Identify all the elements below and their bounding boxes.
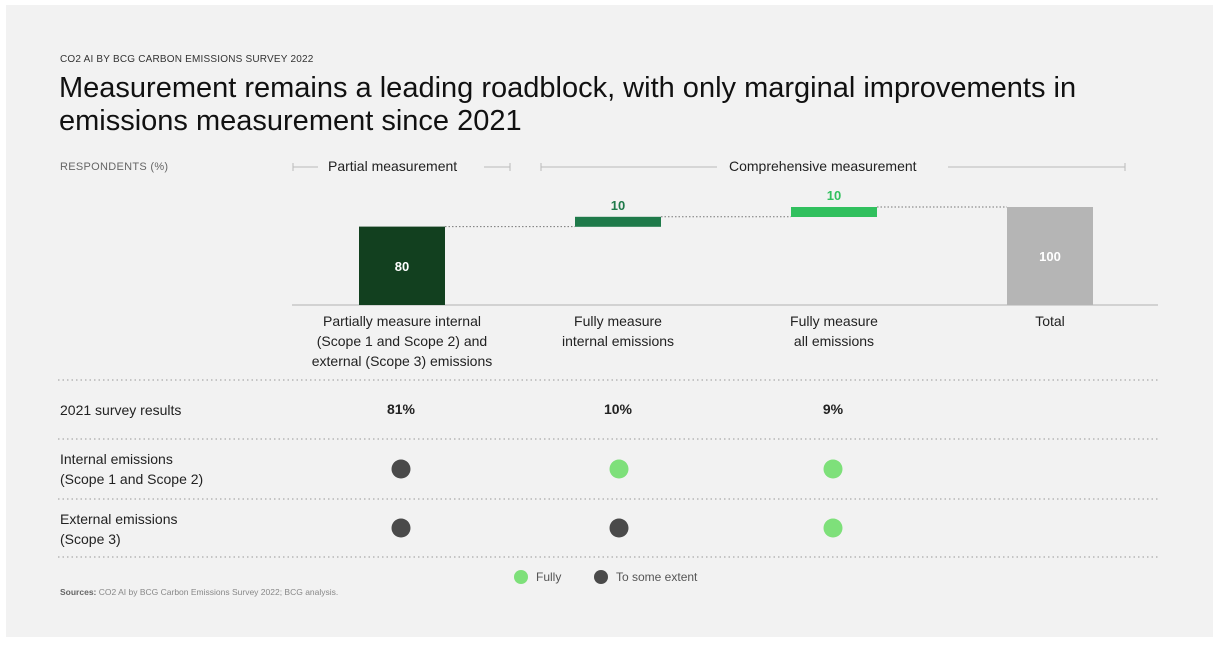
- sources-text: CO2 AI by BCG Carbon Emissions Survey 20…: [98, 587, 339, 597]
- row-label-2021: 2021 survey results: [60, 402, 182, 418]
- status-dot-fully: [609, 459, 629, 479]
- group-bracket-partial: [292, 163, 511, 171]
- row-label-internal: Internal emissions (Scope 1 and Scope 2): [60, 451, 204, 487]
- row-label-external: External emissions (Scope 3): [60, 511, 178, 547]
- bar-0: [359, 226, 445, 305]
- category-label: Fully measure internal emissions: [561, 313, 675, 349]
- data-label-1: 10: [611, 198, 625, 213]
- status-dot-extent: [391, 459, 411, 479]
- status-dot-extent: [391, 518, 411, 538]
- y-axis-label: RESPONDENTS (%): [60, 161, 169, 173]
- data-label-2: 10: [827, 188, 841, 203]
- group-label-comprehensive: Comprehensive measurement: [729, 158, 917, 174]
- legend-extent-dot: [594, 570, 608, 584]
- status-dot-fully: [823, 518, 843, 538]
- chart-title: Measurement remains a leading roadblock,…: [59, 72, 1077, 137]
- survey-2021-value: 9%: [822, 401, 844, 417]
- category-label: Fully measure all emissions: [790, 313, 878, 349]
- legend-fully-dot: [514, 570, 528, 584]
- kicker: CO2 AI BY BCG CARBON EMISSIONS SURVEY 20…: [60, 54, 314, 65]
- bar-1: [575, 216, 661, 227]
- sources-note: Sources: CO2 AI by BCG Carbon Emissions …: [60, 587, 338, 597]
- category-label: Total: [1035, 313, 1065, 329]
- chart-card: [6, 5, 1213, 637]
- data-label-0: 80: [395, 259, 409, 274]
- category-label: Partially measure internal (Scope 1 and …: [311, 313, 493, 369]
- group-label-partial: Partial measurement: [328, 158, 458, 174]
- survey-2021-value: 10%: [603, 401, 633, 417]
- sources-label: Sources:: [60, 587, 97, 597]
- legend-extent-label: To some extent: [616, 570, 698, 584]
- data-label-3: 100: [1039, 249, 1061, 264]
- group-bracket-comprehensive: [540, 163, 1126, 171]
- row-divider: [58, 379, 1158, 558]
- bar-2: [791, 207, 877, 217]
- status-dot-extent: [609, 518, 629, 538]
- legend-fully-label: Fully: [536, 570, 562, 584]
- bar-3: [1007, 207, 1093, 305]
- status-dot-fully: [823, 459, 843, 479]
- survey-2021-value: 81%: [386, 401, 416, 417]
